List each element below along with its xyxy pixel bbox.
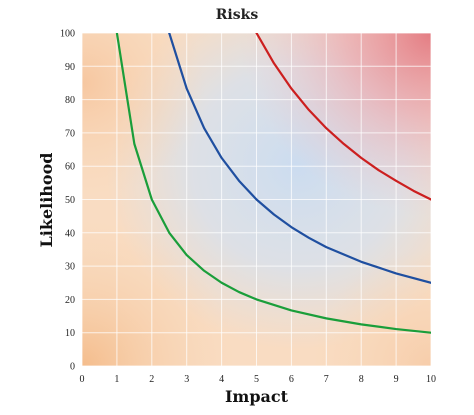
series-line-0 [115,33,431,334]
y-axis-ticks: 0 10 20 30 40 50 60 70 80 90 100 [60,29,75,373]
y-tick-label-8: 80 [65,95,75,106]
y-tick-label-7: 70 [65,128,75,139]
y-axis-label: Likelihood [37,153,56,248]
x-tick-label-9: 9 [394,374,399,385]
x-tick-label-2: 2 [149,374,154,385]
x-tick-label-4: 4 [219,374,224,385]
series-lines [115,33,431,334]
y-tick-label-3: 30 [65,262,75,273]
y-tick-label-5: 50 [65,195,75,206]
x-tick-label-8: 8 [359,374,364,385]
x-tick-label-0: 0 [80,374,85,385]
x-tick-label-3: 3 [184,374,189,385]
series-line-2 [255,33,431,201]
x-tick-label-6: 6 [289,374,294,385]
x-axis-ticks: 0 1 2 3 4 5 6 7 8 9 10 [80,374,437,385]
x-tick-label-5: 5 [254,374,259,385]
x-axis-label: Impact [225,387,289,406]
chart-title: Risks [216,7,259,23]
y-tick-label-4: 40 [65,228,75,239]
series-line-1 [168,33,431,284]
y-tick-label-10: 100 [60,29,75,40]
y-tick-label-1: 10 [65,328,75,339]
y-tick-label-2: 20 [65,295,75,306]
y-tick-label-0: 0 [70,362,75,373]
x-tick-label-10: 10 [426,374,436,385]
x-tick-label-1: 1 [114,374,119,385]
y-tick-label-6: 60 [65,162,75,173]
grid-lines [81,32,432,367]
y-tick-label-9: 90 [65,62,75,73]
x-tick-label-7: 7 [324,374,329,385]
